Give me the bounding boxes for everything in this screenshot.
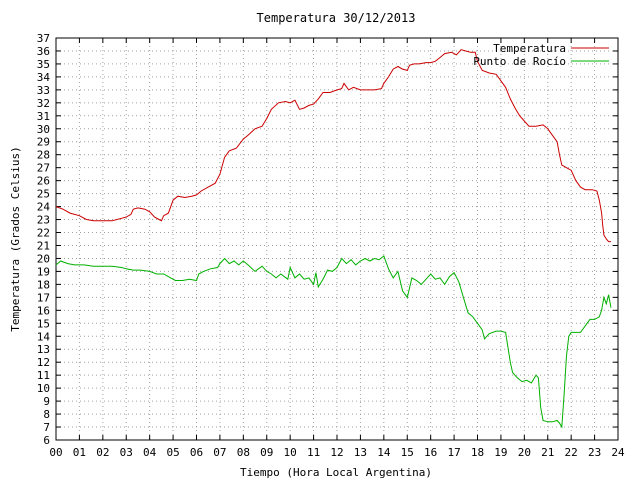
x-tick-label: 12 <box>330 446 343 459</box>
x-tick-label: 20 <box>518 446 531 459</box>
y-tick-label: 26 <box>37 175 50 188</box>
x-axis-label: Tiempo (Hora Local Argentina) <box>240 466 432 479</box>
x-tick-label: 06 <box>190 446 203 459</box>
y-tick-label: 37 <box>37 32 50 45</box>
x-axis: 00 01 02 03 04 05 06 07 08 09 10 11 12 13 14 15 16 17 18 19… <box>49 38 625 459</box>
x-tick-label: 00 <box>49 446 62 459</box>
x-tick-label: 05 <box>166 446 179 459</box>
y-axis-label: Temperatura (Grados Celsius) <box>9 146 22 331</box>
y-tick-label: 19 <box>37 265 50 278</box>
y-tick-label: 33 <box>37 84 50 97</box>
y-tick-label: 30 <box>37 123 50 136</box>
x-tick-label: 17 <box>447 446 460 459</box>
x-tick-label: 13 <box>354 446 367 459</box>
y-tick-label: 21 <box>37 239 50 252</box>
legend: Temperatura Punto de Rocío <box>473 42 609 68</box>
x-tick-label: 18 <box>471 446 484 459</box>
x-tick-label: 02 <box>96 446 109 459</box>
y-tick-label: 27 <box>37 162 50 175</box>
x-tick-label: 19 <box>494 446 507 459</box>
x-tick-label: 10 <box>284 446 297 459</box>
y-tick-label: 8 <box>43 408 50 421</box>
x-tick-label: 11 <box>307 446 320 459</box>
series-line-punto-de-rocio <box>55 255 612 429</box>
series-line-temperatura <box>55 49 611 243</box>
y-tick-label: 6 <box>43 434 50 447</box>
legend-label-punto-de-rocio: Punto de Rocío <box>473 55 566 68</box>
y-tick-label: 32 <box>37 97 50 110</box>
x-tick-label: 09 <box>260 446 273 459</box>
x-tick-label: 22 <box>565 446 578 459</box>
x-tick-label: 07 <box>213 446 226 459</box>
y-tick-label: 23 <box>37 214 50 227</box>
y-tick-label: 36 <box>37 45 50 58</box>
y-tick-label: 11 <box>37 369 50 382</box>
x-tick-label: 16 <box>424 446 437 459</box>
y-tick-label: 22 <box>37 227 50 240</box>
y-tick-label: 25 <box>37 188 50 201</box>
legend-label-temperatura: Temperatura <box>493 42 566 55</box>
x-tick-label: 01 <box>73 446 86 459</box>
x-tick-label: 23 <box>588 446 601 459</box>
chart-title: Temperatura 30/12/2013 <box>257 11 416 25</box>
x-tick-label: 21 <box>541 446 554 459</box>
x-tick-label: 08 <box>237 446 250 459</box>
y-tick-label: 7 <box>43 421 50 434</box>
x-tick-label: 24 <box>611 446 625 459</box>
y-tick-label: 24 <box>37 201 51 214</box>
y-tick-label: 35 <box>37 58 50 71</box>
x-tick-label: 14 <box>377 446 391 459</box>
y-tick-label: 34 <box>37 71 51 84</box>
y-tick-label: 18 <box>37 278 50 291</box>
y-tick-label: 29 <box>37 136 50 149</box>
y-tick-label: 10 <box>37 382 50 395</box>
x-tick-label: 03 <box>120 446 133 459</box>
y-tick-label: 12 <box>37 356 50 369</box>
y-tick-label: 9 <box>43 395 50 408</box>
y-axis: 6789101112131415161718192021222324252627… <box>37 32 618 447</box>
y-tick-label: 31 <box>37 110 50 123</box>
x-tick-label: 15 <box>401 446 414 459</box>
y-tick-label: 13 <box>37 343 50 356</box>
y-tick-label: 16 <box>37 304 50 317</box>
y-tick-label: 28 <box>37 149 50 162</box>
series-group <box>55 49 612 429</box>
y-tick-label: 15 <box>37 317 50 330</box>
y-tick-label: 14 <box>37 330 51 343</box>
x-tick-label: 04 <box>143 446 157 459</box>
y-tick-label: 20 <box>37 252 50 265</box>
y-tick-label: 17 <box>37 291 50 304</box>
